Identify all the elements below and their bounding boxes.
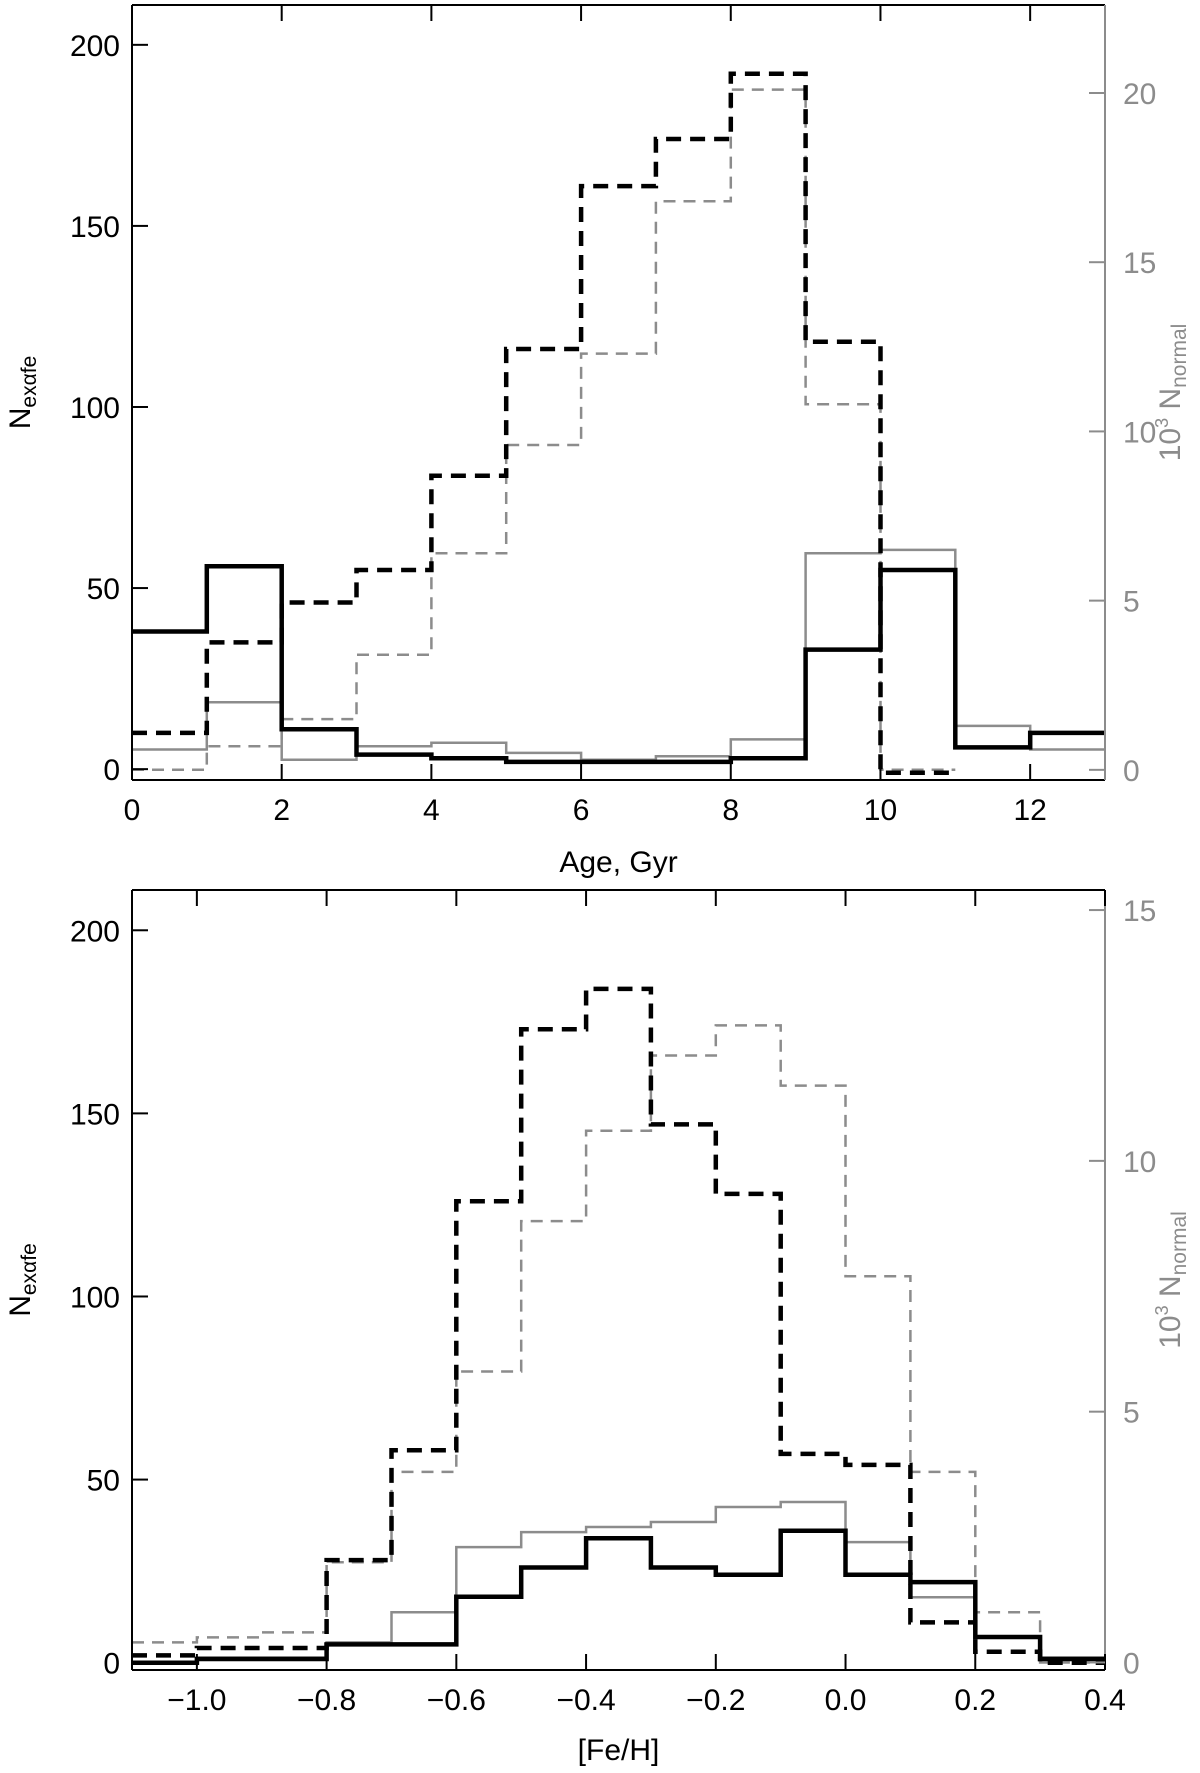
y-tick-label-left: 50 bbox=[87, 573, 120, 606]
x-tick-label: 2 bbox=[273, 794, 290, 827]
y-tick-label-left: 0 bbox=[103, 1648, 120, 1681]
y-tick-label-left: 100 bbox=[70, 1281, 120, 1314]
y-tick-label-right: 0 bbox=[1123, 1647, 1140, 1680]
y-tick-label-left: 200 bbox=[70, 915, 120, 948]
y-tick-label-right: 10 bbox=[1123, 416, 1156, 449]
x-tick-label: 4 bbox=[423, 794, 440, 827]
x-tick-label: 8 bbox=[722, 794, 739, 827]
x-tick-label: 0.2 bbox=[954, 1684, 996, 1717]
y-axis-title-right: 103 Nnormal bbox=[1152, 1211, 1191, 1349]
y-tick-label-right: 5 bbox=[1123, 586, 1140, 619]
x-tick-label: 12 bbox=[1013, 794, 1046, 827]
x-axis-title: [Fe/H] bbox=[578, 1734, 660, 1767]
x-tick-label: 0.0 bbox=[825, 1684, 867, 1717]
y-tick-label-right: 0 bbox=[1123, 755, 1140, 788]
series-solid-black-left bbox=[132, 1528, 1105, 1665]
x-tick-label: 6 bbox=[573, 794, 590, 827]
y-tick-label-right: 20 bbox=[1123, 78, 1156, 111]
y-tick-label-left: 50 bbox=[87, 1465, 120, 1498]
y-tick-label-left: 150 bbox=[70, 211, 120, 244]
series-solid-black-left bbox=[132, 564, 1105, 765]
x-axis-title: Age, Gyr bbox=[559, 846, 677, 879]
x-tick-label: −0.2 bbox=[686, 1684, 745, 1717]
y-tick-label-right: 15 bbox=[1123, 247, 1156, 280]
series-group bbox=[132, 986, 1105, 1665]
x-tick-label: 0 bbox=[124, 794, 141, 827]
panel-feh: −1.0 −0.8 −0.6 −0.4 −0.2 0.0 0.2 0.405010015020… bbox=[4, 889, 1191, 1767]
y-tick-label-right: 15 bbox=[1123, 895, 1156, 928]
x-tick-label: 10 bbox=[864, 794, 897, 827]
panel-age: 0 2 4 6 8 10 12 0 50 100 150 200 0 5 10 15 20 Age, Gyr Nex… bbox=[4, 4, 1191, 879]
y-tick-label-left: 100 bbox=[70, 392, 120, 425]
x-tick-label: 0.4 bbox=[1084, 1684, 1126, 1717]
y-tick-label-left: 0 bbox=[103, 754, 120, 787]
series-dashed-gray-right bbox=[132, 1024, 1105, 1664]
series-dashed-black-left bbox=[132, 986, 1105, 1665]
y-tick-label-left: 150 bbox=[70, 1098, 120, 1131]
x-tick-label: −0.8 bbox=[297, 1684, 356, 1717]
y-tick-label-right: 10 bbox=[1123, 1146, 1156, 1179]
series-solid-gray-right bbox=[132, 548, 1105, 761]
y-axis-title-left: Nexαfe bbox=[4, 1243, 41, 1317]
series-dashed-black-left bbox=[132, 71, 956, 776]
y-axis-title-right: 103 Nnormal bbox=[1152, 324, 1191, 462]
series-group bbox=[132, 71, 1105, 776]
series-dashed-gray-right bbox=[132, 88, 956, 772]
x-tick-label: −0.6 bbox=[427, 1684, 486, 1717]
y-tick-label-right: 5 bbox=[1123, 1397, 1140, 1430]
x-tick-label: −1.0 bbox=[167, 1684, 226, 1717]
y-tick-label-left: 200 bbox=[70, 30, 120, 63]
y-axis-title-left: Nexαfe bbox=[4, 356, 41, 430]
x-tick-label: −0.4 bbox=[556, 1684, 615, 1717]
